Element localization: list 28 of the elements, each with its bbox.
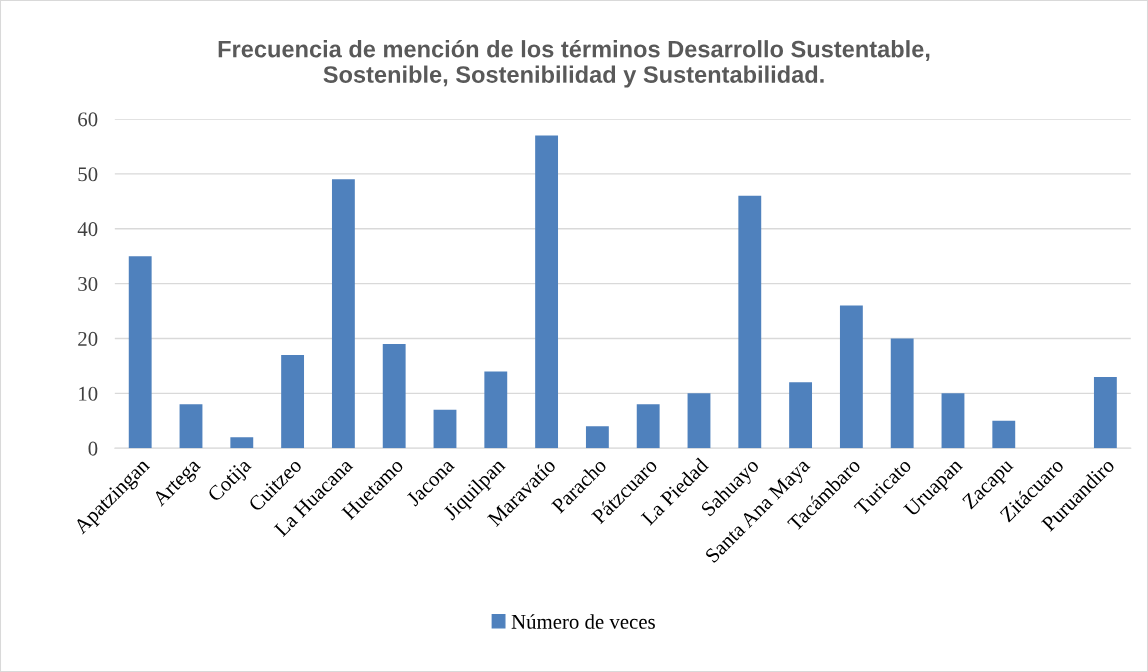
bar [230,437,254,449]
y-tick-label: 50 [78,167,98,182]
y-tick-label: 60 [78,112,98,127]
bar [1093,376,1117,449]
y-tick-label: 40 [77,222,98,237]
bar [941,393,965,449]
bar [789,382,813,449]
bar [992,420,1016,449]
y-tick-label: 10 [79,386,98,401]
y-tick-label: 20 [78,331,98,346]
bar [585,426,609,449]
legend-label: Número de veces [511,614,655,629]
bar [484,371,508,449]
chart-title: Frecuencia de mención de los términos Desarrollo Sustentable, Sostenible, Sostenibilidad y Sustentabilidad. [218,39,930,88]
bar [839,305,863,449]
bar [382,343,406,449]
y-tick-label: 30 [78,276,98,292]
bar [281,354,305,449]
bar [636,404,660,449]
bar [890,338,914,449]
bar [535,135,559,449]
bar [331,179,355,449]
bar [687,393,711,449]
bar [738,195,762,449]
bar [433,409,457,449]
y-tick-label: 0 [88,441,98,456]
bar [128,256,152,449]
bar [179,404,203,449]
